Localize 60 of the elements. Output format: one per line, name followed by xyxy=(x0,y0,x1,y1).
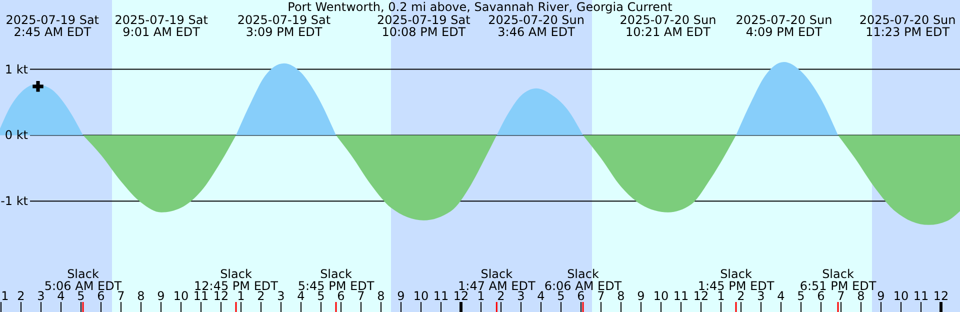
x-tick-label: 11 xyxy=(193,289,209,303)
x-tick-label: 7 xyxy=(837,289,845,303)
x-tick-label: 1 xyxy=(1,289,9,303)
x-tick-label: 12 xyxy=(933,289,949,303)
x-tick-label: 5 xyxy=(317,289,325,303)
x-tick-label: 10 xyxy=(893,289,909,303)
x-tick-label: 7 xyxy=(357,289,365,303)
annotation: 2025-07-20 Sun 4:09 PM EDT xyxy=(736,13,832,39)
x-tick-label: 11 xyxy=(673,289,689,303)
y-tick-label: -1 kt xyxy=(0,194,28,208)
annotation: 2025-07-19 Sat 9:01 AM EDT xyxy=(114,13,208,39)
x-tick-label: 3 xyxy=(757,289,765,303)
x-tick-label: 6 xyxy=(337,289,345,303)
chart-title: Port Wentworth, 0.2 mi above, Savannah River, Georgia Current xyxy=(288,0,673,14)
x-tick-label: 10 xyxy=(173,289,189,303)
x-tick-label: 2 xyxy=(497,289,505,303)
annotation: 2025-07-19 Sat 2:45 AM EDT xyxy=(6,13,100,39)
x-tick-label: 4 xyxy=(777,289,785,303)
x-tick-label: 5 xyxy=(77,289,85,303)
x-tick-label: 8 xyxy=(857,289,865,303)
x-tick-label: 6 xyxy=(97,289,105,303)
x-tick-label: 9 xyxy=(637,289,645,303)
x-tick-label: 10 xyxy=(413,289,429,303)
x-tick-label: 4 xyxy=(537,289,545,303)
annotation: 2025-07-19 Sat 10:08 PM EDT xyxy=(377,13,471,39)
x-tick-label: 8 xyxy=(137,289,145,303)
x-tick-label: 9 xyxy=(157,289,165,303)
y-tick-label: 0 kt xyxy=(4,128,28,142)
x-tick-label: 11 xyxy=(433,289,449,303)
x-tick-label: 8 xyxy=(377,289,385,303)
annotation: 2025-07-20 Sun 3:46 AM EDT xyxy=(488,13,585,39)
x-tick-label: 2 xyxy=(737,289,745,303)
x-tick-label: 9 xyxy=(877,289,885,303)
x-tick-label: 1 xyxy=(717,289,725,303)
x-tick-label: 11 xyxy=(913,289,929,303)
x-tick-label: 1 xyxy=(237,289,245,303)
x-tick-label: 2 xyxy=(257,289,265,303)
x-tick-label: 3 xyxy=(37,289,45,303)
x-tick-label: 4 xyxy=(57,289,65,303)
x-tick-label: 12 xyxy=(693,289,709,303)
x-tick-label: 12 xyxy=(453,289,469,303)
annotation: 2025-07-20 Sun 10:21 AM EDT xyxy=(620,13,716,39)
x-tick-label: 6 xyxy=(817,289,825,303)
y-tick-label: 1 kt xyxy=(4,62,28,76)
x-tick-label: 3 xyxy=(517,289,525,303)
annotation: 2025-07-19 Sat 3:09 PM EDT xyxy=(237,13,331,39)
x-tick-label: 2 xyxy=(17,289,25,303)
x-tick-label: 4 xyxy=(297,289,305,303)
x-tick-label: 9 xyxy=(397,289,405,303)
x-tick-label: 1 xyxy=(477,289,485,303)
x-tick-label: 6 xyxy=(577,289,585,303)
x-tick-label: 5 xyxy=(557,289,565,303)
x-tick-label: 5 xyxy=(797,289,805,303)
annotation: 2025-07-20 Sun 11:23 PM EDT xyxy=(859,13,956,39)
x-tick-label: 3 xyxy=(277,289,285,303)
x-tick-label: 7 xyxy=(597,289,605,303)
x-tick-label: 8 xyxy=(617,289,625,303)
x-tick-label: 12 xyxy=(213,289,229,303)
x-tick-label: 10 xyxy=(653,289,669,303)
x-tick-label: 7 xyxy=(117,289,125,303)
